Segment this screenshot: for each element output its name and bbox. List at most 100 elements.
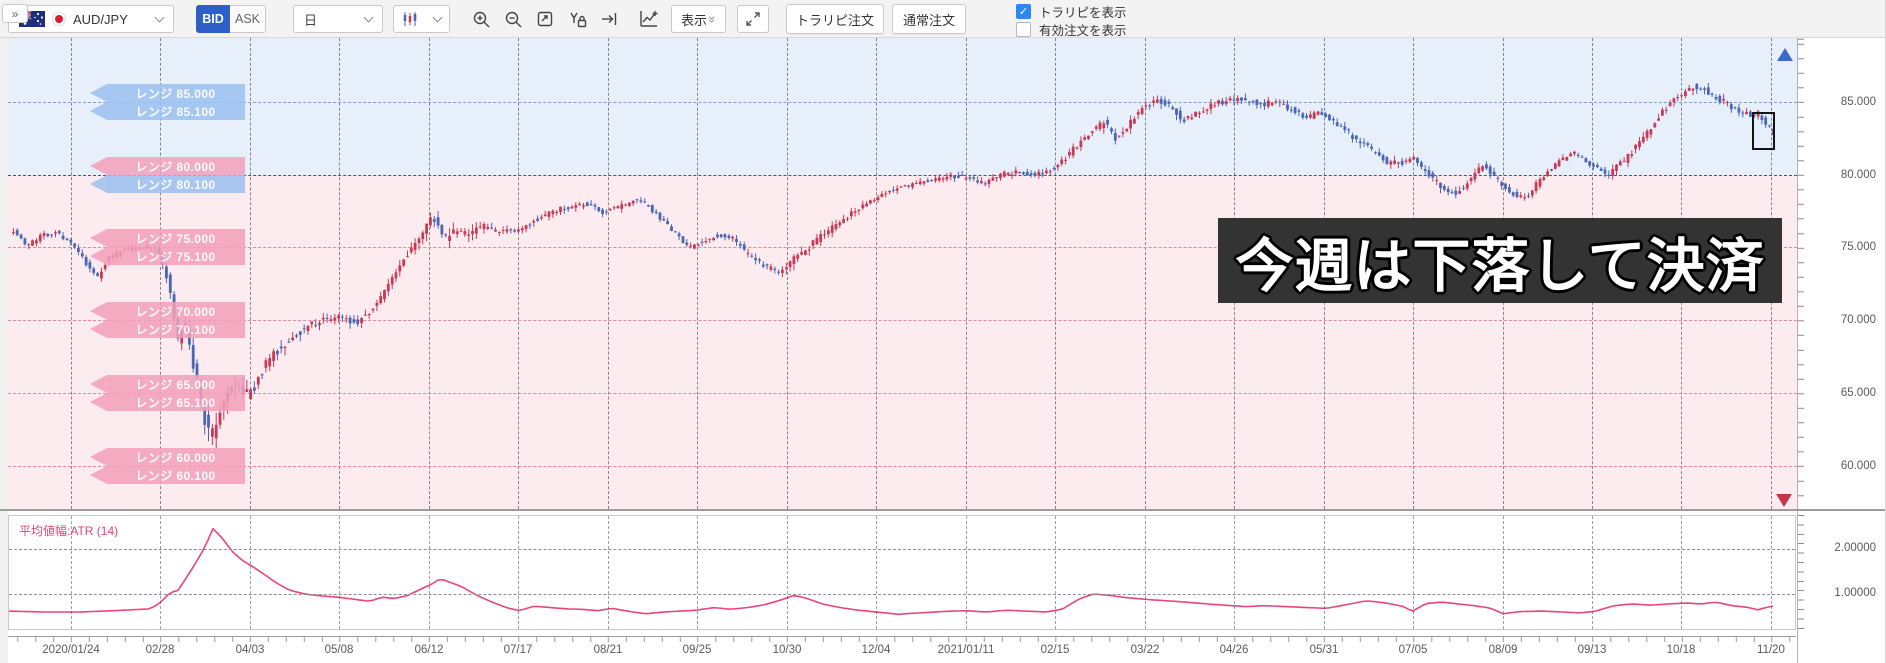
- chart-type-select[interactable]: [393, 5, 450, 33]
- atr-indicator-label: 平均値幅:ATR (14): [19, 524, 119, 538]
- vertical-gridline: [160, 38, 161, 509]
- price-gridline: [8, 175, 1797, 176]
- vertical-gridline: [250, 38, 251, 509]
- atr-axis-label: 1.00000: [1834, 587, 1876, 599]
- vertical-gridline: [787, 38, 788, 509]
- show-active-orders-label: 有効注文を表示: [1039, 23, 1127, 38]
- date-axis-label: 08/21: [593, 644, 623, 656]
- add-indicator-button[interactable]: [636, 7, 662, 31]
- vertical-gridline: [966, 516, 967, 629]
- show-toraripi-checkbox[interactable]: ✓: [1016, 3, 1031, 19]
- vertical-gridline: [697, 38, 698, 509]
- date-axis-label: 09/25: [682, 644, 712, 656]
- toraripi-order-button[interactable]: トラリピ注文: [786, 4, 884, 34]
- atr-line-series: [9, 527, 1774, 616]
- price-chart-area[interactable]: レンジ 85.000 レンジ 85.100 レンジ 80.000 レンジ 80.100…: [0, 38, 1797, 509]
- currency-pair-select[interactable]: AUD/JPY: [8, 5, 174, 33]
- date-axis-label: 06/12: [414, 644, 444, 656]
- date-axis-ticks: [8, 637, 1796, 642]
- sidebar-collapse-button[interactable]: »: [2, 4, 28, 23]
- date-axis-label: 11/20: [1757, 644, 1785, 656]
- scroll-up-marker[interactable]: [1777, 48, 1793, 61]
- annotation-highlight-box: [1752, 112, 1775, 150]
- range-tag: レンジ 70.100: [90, 320, 245, 338]
- ask-button[interactable]: ASK: [230, 5, 266, 33]
- range-tag: レンジ 65.100: [90, 393, 245, 411]
- vertical-gridline: [429, 38, 430, 509]
- date-axis-label: 04/26: [1219, 644, 1249, 656]
- zoom-in-button[interactable]: [468, 7, 494, 31]
- zoom-in-icon: [473, 11, 489, 27]
- price-axis-label: 85.000: [1840, 96, 1876, 108]
- date-axis-label: 08/09: [1488, 644, 1518, 656]
- price-gridline: [8, 320, 1797, 321]
- vertical-gridline: [1413, 516, 1414, 629]
- bid-ask-toggle: BID ASK: [196, 5, 266, 33]
- expand-chart-button[interactable]: [737, 5, 769, 33]
- timeframe-select[interactable]: 日: [293, 5, 383, 33]
- price-axis-label: 65.000: [1840, 387, 1876, 399]
- toolbar: AUD/JPY BID ASK 日: [0, 0, 1885, 38]
- price-gridline: [8, 247, 1797, 248]
- bid-button[interactable]: BID: [196, 5, 230, 33]
- range-tag: レンジ 75.000: [90, 229, 245, 247]
- japan-flag-icon: [52, 12, 66, 26]
- show-toraripi-checkbox-row: ✓ トラリピを表示: [1016, 3, 1127, 20]
- price-axis[interactable]: 85.000 80.000 75.000 70.000 65.000 60.000 2.00…: [1797, 38, 1885, 663]
- vertical-gridline: [71, 516, 72, 629]
- price-axis-label: 80.000: [1840, 169, 1876, 181]
- vertical-gridline: [250, 516, 251, 629]
- vertical-gridline: [518, 516, 519, 629]
- atr-gridline: [9, 549, 1795, 550]
- annotation-banner-text: 今週は下落して決済: [1235, 233, 1765, 299]
- price-axis-label: 70.000: [1840, 314, 1876, 326]
- date-axis-label: 12/04: [861, 644, 891, 656]
- price-axis-ticks: [1798, 38, 1804, 509]
- vertical-gridline: [71, 38, 72, 509]
- normal-order-button[interactable]: 通常注文: [892, 4, 966, 34]
- show-active-orders-checkbox[interactable]: [1016, 21, 1031, 37]
- candlestick-icon: [403, 12, 417, 26]
- double-chevron-down-icon: »: [704, 15, 720, 23]
- vertical-gridline: [518, 38, 519, 509]
- zoom-out-icon: [505, 11, 521, 27]
- vertical-gridline: [966, 38, 967, 509]
- vertical-gridline: [339, 516, 340, 629]
- chevron-down-icon: [432, 12, 443, 22]
- date-axis-label: 03/22: [1130, 644, 1160, 656]
- left-gutter: [0, 38, 8, 663]
- atr-axis-label: 2.00000: [1834, 542, 1876, 554]
- fit-screen-icon: [537, 11, 553, 27]
- range-tag: レンジ 65.000: [90, 375, 245, 393]
- vertical-gridline: [1324, 516, 1325, 629]
- vertical-gridline: [1145, 516, 1146, 629]
- date-axis-label: 2021/01/11: [937, 644, 995, 656]
- annotation-banner: 今週は下落して決済: [1218, 218, 1782, 303]
- fit-screen-button[interactable]: [532, 7, 558, 31]
- vertical-gridline: [339, 38, 340, 509]
- view-menu-button[interactable]: 表示 »: [671, 5, 726, 33]
- scroll-down-marker[interactable]: [1776, 494, 1792, 507]
- go-to-latest-icon: [602, 13, 617, 25]
- add-indicator-icon: [640, 11, 658, 27]
- chevron-down-icon: [363, 12, 374, 22]
- date-axis-label: 04/03: [235, 644, 265, 656]
- atr-indicator-panel[interactable]: 平均値幅:ATR (14): [8, 515, 1796, 630]
- date-axis-label: 10/18: [1666, 644, 1696, 656]
- zoom-out-button[interactable]: [500, 7, 526, 31]
- vertical-gridline: [608, 38, 609, 509]
- y-axis-lock-button[interactable]: [564, 7, 590, 31]
- show-active-orders-checkbox-row: 有効注文を表示: [1016, 21, 1127, 38]
- vertical-gridline: [1681, 516, 1682, 629]
- go-to-latest-button[interactable]: [596, 7, 622, 31]
- timeframe-value: 日: [304, 12, 318, 28]
- date-axis-label: 02/15: [1040, 644, 1070, 656]
- range-tag: レンジ 85.100: [90, 102, 245, 120]
- date-axis[interactable]: 2020/01/24 02/28 04/03 05/08 06/12 07/17 08/21…: [8, 636, 1796, 663]
- panel-divider[interactable]: [0, 509, 1885, 511]
- vertical-gridline: [1145, 38, 1146, 509]
- date-axis-label: 02/28: [145, 644, 175, 656]
- vertical-gridline: [787, 516, 788, 629]
- range-tag: レンジ 80.100: [90, 175, 245, 193]
